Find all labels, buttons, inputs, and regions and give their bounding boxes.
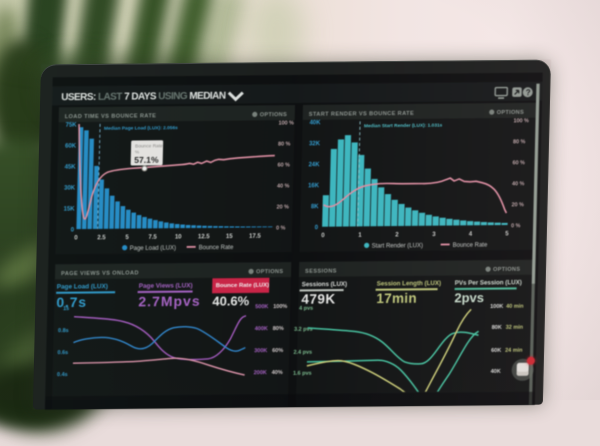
svg-text:100%: 100% — [273, 304, 287, 310]
svg-text:?: ? — [526, 88, 531, 97]
svg-text:8K: 8K — [311, 204, 319, 210]
svg-text:Bounce Rate: Bounce Rate — [453, 243, 488, 249]
svg-text:17.5: 17.5 — [249, 234, 261, 240]
svg-text:0.8s: 0.8s — [58, 328, 69, 334]
svg-text:7.5: 7.5 — [148, 235, 157, 241]
svg-text:LOAD TIME VS BOUNCE RATE: LOAD TIME VS BOUNCE RATE — [65, 113, 157, 120]
svg-text:40 %: 40 % — [277, 184, 290, 190]
svg-text:OPTIONS: OPTIONS — [493, 267, 520, 273]
svg-text:PAGE VIEWS VS ONLOAD: PAGE VIEWS VS ONLOAD — [61, 271, 139, 278]
svg-text:START RENDER VS BOUNCE RATE: START RENDER VS BOUNCE RATE — [309, 111, 414, 118]
svg-text:30K: 30K — [64, 186, 76, 192]
svg-text:SESSIONS: SESSIONS — [305, 269, 337, 275]
svg-text:24K: 24K — [308, 162, 320, 168]
svg-text:Bounce Rate: Bounce Rate — [199, 245, 234, 251]
svg-text:12.5: 12.5 — [198, 234, 210, 240]
svg-text:300K: 300K — [254, 348, 267, 354]
svg-text:40%: 40% — [272, 370, 283, 376]
svg-text:20 %: 20 % — [277, 205, 290, 211]
svg-text:0.6s: 0.6s — [57, 350, 68, 356]
svg-text:100K: 100K — [490, 304, 503, 310]
svg-text:Session Length (LUX): Session Length (LUX) — [377, 280, 441, 288]
svg-text:60 %: 60 % — [512, 160, 525, 166]
svg-text:20 %: 20 % — [511, 202, 524, 208]
svg-text:40 %: 40 % — [512, 181, 525, 187]
svg-text:15K: 15K — [63, 207, 75, 213]
svg-text:Bounce Rate: Bounce Rate — [135, 143, 163, 149]
svg-text:16K: 16K — [308, 183, 320, 189]
svg-text:60%: 60% — [272, 348, 283, 354]
svg-text:OPTIONS: OPTIONS — [260, 112, 287, 118]
svg-text:1.6 pvs: 1.6 pvs — [293, 371, 312, 377]
svg-text:479K: 479K — [301, 292, 336, 307]
svg-text:0 %: 0 % — [511, 223, 521, 229]
svg-text:0.7s: 0.7s — [56, 294, 87, 310]
svg-text:60 %: 60 % — [277, 163, 290, 169]
svg-text:0.4s: 0.4s — [57, 372, 68, 378]
svg-text:Page Load (LUX): Page Load (LUX) — [57, 283, 108, 290]
svg-text:40 min: 40 min — [506, 304, 524, 310]
svg-text:Bounce Rate (LUX): Bounce Rate (LUX) — [216, 283, 270, 290]
svg-text:80%: 80% — [273, 326, 284, 332]
svg-text:2pvs: 2pvs — [454, 290, 484, 305]
svg-text:80K: 80K — [492, 325, 502, 331]
svg-text:45K: 45K — [64, 165, 76, 171]
svg-text:75K: 75K — [65, 123, 77, 129]
svg-text:200K: 200K — [254, 370, 267, 376]
svg-text:2.4 pvs: 2.4 pvs — [293, 350, 312, 356]
svg-text:15: 15 — [226, 234, 233, 240]
svg-text:10: 10 — [175, 235, 182, 241]
svg-text:Page Views (LUX): Page Views (LUX) — [139, 283, 193, 291]
svg-text:40K: 40K — [309, 120, 321, 126]
svg-text:32K: 32K — [309, 141, 321, 147]
svg-text:Median Page Load (LUX): 2.056s: Median Page Load (LUX): 2.056s — [104, 125, 178, 132]
svg-text:80 %: 80 % — [513, 139, 526, 145]
svg-text:1s: 1s — [63, 306, 69, 312]
svg-text:80 %: 80 % — [278, 142, 291, 148]
svg-text:0 %: 0 % — [276, 226, 286, 232]
svg-text:17min: 17min — [376, 291, 417, 306]
svg-text:57.1%: 57.1% — [134, 155, 159, 165]
svg-text:32 min: 32 min — [506, 325, 524, 331]
svg-text:Sessions (LUX): Sessions (LUX) — [302, 281, 348, 288]
svg-text:60K: 60K — [491, 348, 501, 354]
svg-text:40K: 40K — [491, 369, 501, 375]
svg-text:500K: 500K — [255, 304, 268, 310]
svg-text:OPTIONS: OPTIONS — [256, 269, 283, 275]
svg-text:2.5: 2.5 — [97, 235, 106, 241]
svg-text:4 pvs: 4 pvs — [299, 306, 313, 312]
svg-text:24 min: 24 min — [505, 348, 523, 354]
svg-text:100 %: 100 % — [513, 118, 529, 124]
svg-text:Page Load (LUX): Page Load (LUX) — [130, 246, 177, 252]
svg-text:OPTIONS: OPTIONS — [497, 110, 524, 116]
svg-text:40.6%: 40.6% — [212, 293, 250, 308]
svg-text:USERS: LAST 7 DAYS USING MEDIA: USERS: LAST 7 DAYS USING MEDIAN — [61, 91, 226, 104]
svg-text:PVs Per Session (LUX): PVs Per Session (LUX) — [455, 279, 522, 287]
svg-text:60K: 60K — [65, 144, 77, 150]
svg-text:100 %: 100 % — [278, 121, 294, 127]
svg-text:2.7Mpvs: 2.7Mpvs — [138, 293, 201, 310]
svg-text:400K: 400K — [255, 326, 268, 332]
svg-text:Start Render (LUX): Start Render (LUX) — [372, 243, 423, 249]
svg-text:Median Start Render (LUX): 1.0: Median Start Render (LUX): 1.031s — [364, 123, 443, 130]
